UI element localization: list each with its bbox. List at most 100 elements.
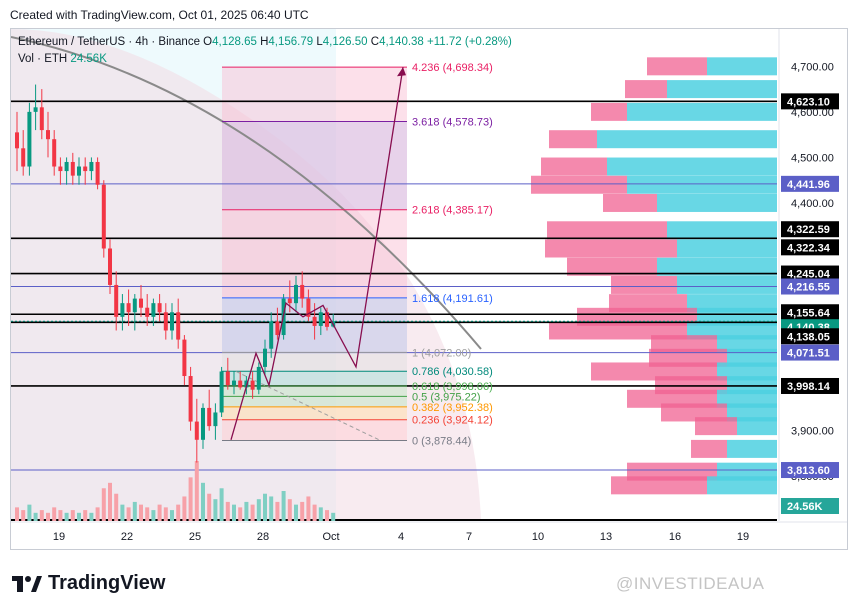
- volume-bar: [145, 507, 150, 521]
- volume-bar: [232, 504, 236, 521]
- chart-frame[interactable]: 4.236 (4,698.34) 3.618 (4,578.73) 2.618 (4…: [10, 28, 848, 550]
- profile-pink-bar: [647, 57, 707, 76]
- volume-bar: [294, 504, 298, 521]
- price-label-text: 4,138.05: [787, 331, 830, 343]
- candle-body: [294, 284, 298, 304]
- candle-body: [225, 371, 230, 386]
- candle-body: [77, 166, 81, 176]
- volume-bar: [306, 496, 311, 521]
- volume-bar: [114, 493, 119, 521]
- profile-cyan-bar: [677, 239, 777, 258]
- profile-pink-bar: [691, 439, 727, 458]
- open-value: 4,128.65: [212, 36, 257, 48]
- volume-bar: [219, 488, 224, 521]
- profile-pink-bar: [661, 403, 727, 422]
- profile-pink-bar: [611, 275, 677, 294]
- fib-level-label: 0.786 (4,030.58): [412, 366, 493, 378]
- close-label: C: [370, 36, 380, 48]
- profile-pink-bar: [651, 335, 717, 354]
- volume-bar: [108, 482, 112, 521]
- volume-bar: [213, 499, 218, 521]
- header-bar: Created with TradingView.com, Oct 01, 20…: [0, 0, 858, 28]
- candle-body: [176, 312, 181, 340]
- candle-body: [27, 111, 32, 167]
- volume-bar: [52, 507, 57, 521]
- close-value: 4,140.38: [379, 36, 424, 48]
- volume-bar: [95, 507, 100, 521]
- candle-body: [318, 312, 323, 326]
- candle-body: [207, 407, 212, 427]
- profile-cyan-bar: [717, 462, 777, 481]
- candle-body: [58, 166, 63, 172]
- candle-body: [238, 380, 243, 388]
- fib-level-label: 1.618 (4,191.61): [412, 293, 493, 305]
- candle-body: [300, 284, 305, 299]
- profile-cyan-bar: [677, 275, 777, 294]
- candle-body: [256, 366, 261, 390]
- volume-bar: [83, 510, 88, 521]
- high-label: H: [260, 36, 269, 48]
- profile-cyan-bar: [717, 389, 777, 408]
- profile-cyan-bar: [727, 376, 777, 395]
- candle-body: [132, 298, 137, 313]
- profile-pink-bar: [609, 294, 687, 313]
- volume-bar: [64, 512, 69, 521]
- volume-bar: [201, 482, 205, 521]
- price-label-badge: [781, 344, 839, 361]
- y-tick-label: 4,700.00: [791, 61, 834, 73]
- candle-body: [108, 248, 112, 285]
- candle-body: [232, 380, 236, 386]
- profile-cyan-bar: [727, 348, 777, 367]
- volume-bar: [58, 510, 63, 521]
- profile-pink-bar: [655, 376, 727, 395]
- candle-body: [250, 380, 255, 390]
- price-label-badge: [781, 304, 839, 321]
- x-tick-label: 22: [121, 531, 133, 543]
- profile-cyan-bar: [687, 294, 777, 313]
- tradingview-logo-icon: [12, 574, 42, 594]
- x-tick-label: 4: [398, 531, 404, 543]
- candle-body: [170, 312, 174, 331]
- volume-bar: [120, 504, 125, 521]
- volume-bar: [170, 510, 174, 521]
- price-label-badge: [781, 93, 839, 110]
- volume-bar: [300, 501, 305, 521]
- candle-body: [287, 298, 292, 304]
- volume-bar: [281, 491, 286, 521]
- volume-bar: [207, 493, 212, 521]
- profile-pink-bar: [591, 362, 717, 381]
- candle-body: [120, 303, 125, 317]
- fib-level-label: 0.5 (3,975.22): [412, 391, 481, 403]
- candle-body: [64, 161, 69, 172]
- volume-bar: [182, 496, 187, 521]
- volume-bar: [151, 510, 156, 521]
- fib-level-label: 0.618 (3,998.06): [412, 381, 493, 393]
- profile-cyan-bar: [727, 439, 777, 458]
- candle-body: [101, 184, 106, 249]
- fib-zone-gray: [222, 352, 407, 372]
- volume-bar: [287, 499, 292, 521]
- candle-body: [21, 148, 26, 167]
- profile-pink-bar: [545, 239, 677, 258]
- price-label-text: 4,623.10: [787, 96, 830, 108]
- x-tick-label: Oct: [322, 531, 339, 543]
- fib-zone-purple: [222, 121, 407, 210]
- profile-cyan-bar: [627, 175, 777, 194]
- chart-canvas[interactable]: 4.236 (4,698.34) 3.618 (4,578.73) 2.618 (4…: [11, 29, 847, 549]
- candle-body: [263, 348, 267, 367]
- profile-cyan-bar: [717, 335, 777, 354]
- profile-cyan-bar: [667, 80, 777, 99]
- time-axis-background: [11, 522, 847, 549]
- fib-level-label: 2.618 (4,385.17): [412, 205, 493, 217]
- tradingview-logo[interactable]: TradingView: [12, 572, 165, 595]
- price-label-badge: [781, 221, 839, 238]
- volume-bar: [176, 504, 181, 521]
- profile-pink-bar: [603, 193, 657, 212]
- volume-bar: [77, 512, 81, 521]
- price-label-text: 4,245.04: [787, 269, 831, 281]
- profile-pink-bar: [625, 80, 667, 99]
- projection-arrowhead: [397, 67, 406, 77]
- price-label-badge: [781, 328, 839, 345]
- y-tick-label: 3,900.00: [791, 426, 834, 438]
- volume-bar: [139, 504, 143, 521]
